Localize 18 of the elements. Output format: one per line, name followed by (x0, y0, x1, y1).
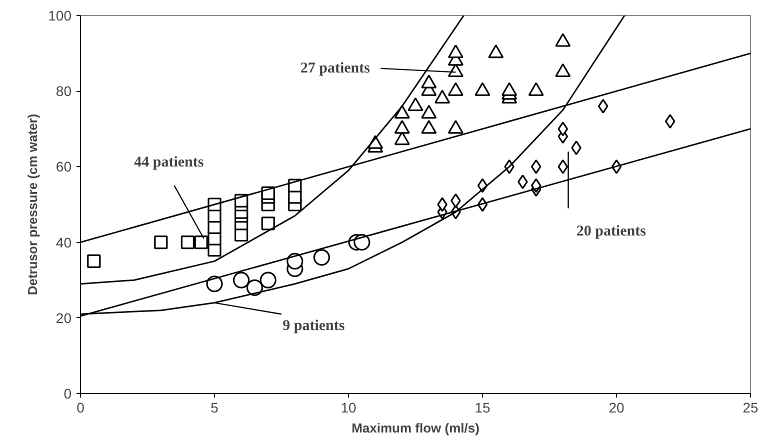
y-tick-label: 40 (56, 234, 72, 250)
x-tick-label: 25 (742, 400, 758, 416)
annotation: 9 patients (282, 318, 345, 334)
x-tick-label: 10 (340, 400, 356, 416)
x-axis-title: Maximum flow (ml/s) (352, 420, 480, 436)
annotation: 27 patients (300, 60, 370, 76)
x-tick-label: 20 (608, 400, 624, 416)
x-tick-label: 15 (474, 400, 490, 416)
x-tick-label: 0 (76, 400, 85, 416)
y-tick-label: 80 (56, 83, 72, 100)
y-tick-label: 20 (56, 310, 72, 326)
annotation: 44 patients (134, 154, 204, 170)
annotation: 20 patients (576, 223, 646, 240)
y-tick-label: 100 (48, 8, 72, 24)
x-tick-label: 5 (210, 400, 219, 416)
y-axis-title: Detrusor pressure (cm water) (25, 114, 40, 296)
y-tick-label: 0 (64, 386, 72, 402)
y-tick-label: 60 (56, 158, 72, 175)
